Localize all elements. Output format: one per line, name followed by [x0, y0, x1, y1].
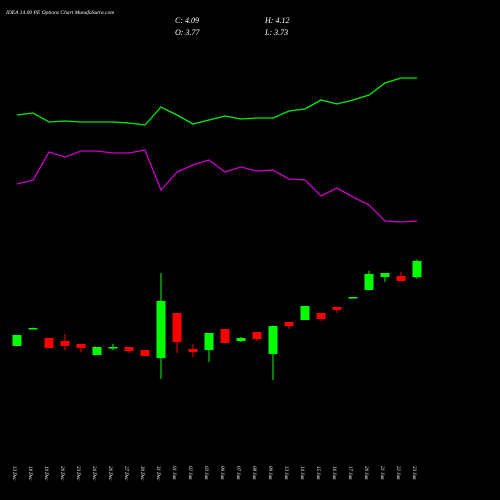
candle-body [252, 332, 262, 339]
low-label: L: 3.73 [264, 28, 288, 37]
chart-title: IDEA 14.00 PE Options Chart MunafaSutra.… [5, 9, 114, 16]
x-tick-label: 13 Jan [283, 466, 288, 480]
candle-body [364, 274, 374, 290]
x-tick-label: 26 Dec [107, 466, 112, 481]
candle-body [92, 347, 102, 355]
x-tick-label: 01 Jan [171, 466, 176, 480]
candle-body [76, 344, 86, 348]
overlay-line [16, 77, 417, 126]
x-tick-label: 31 Dec [155, 466, 160, 481]
candle-body [380, 273, 390, 277]
candle-body [300, 306, 310, 320]
overlay-line [16, 149, 418, 223]
x-tick-label: 16 Jan [331, 466, 336, 480]
x-tick-label: 24 Dec [91, 466, 96, 481]
candle-body [108, 347, 118, 349]
candle-body [204, 333, 214, 350]
candle-body [284, 322, 294, 326]
candle-body [188, 349, 198, 352]
x-tick-label: 06 Jan [219, 466, 224, 480]
x-tick-label: 21 Jan [379, 466, 384, 480]
candle-body [316, 313, 326, 319]
x-tick-label: 20 Dec [59, 466, 64, 481]
x-tick-label: 23 Dec [75, 466, 80, 481]
x-tick-label: 14 Jan [299, 466, 304, 480]
candle-body [236, 338, 246, 341]
candle-body [348, 297, 358, 299]
high-label: H: 4.12 [264, 16, 289, 25]
x-tick-label: 15 Jan [315, 466, 320, 480]
x-tick-label: 08 Jan [251, 466, 256, 480]
x-tick-label: 30 Dec [139, 466, 144, 481]
x-tick-label: 20 Jan [363, 466, 368, 480]
candle-body [124, 347, 134, 351]
x-tick-label: 19 Dec [43, 466, 48, 481]
candle-body [60, 341, 70, 346]
candle-body [12, 335, 22, 346]
x-tick-label: 17 Jan [347, 466, 352, 480]
x-tick-label: 13 Dec [11, 466, 16, 481]
candle-body [332, 307, 342, 310]
x-tick-label: 07 Jan [235, 466, 240, 480]
open-label: O: 3.77 [175, 28, 200, 37]
x-tick-label: 18 Dec [27, 466, 32, 481]
x-tick-label: 03 Jan [203, 466, 208, 480]
candle-body [396, 276, 406, 281]
candle-body [156, 301, 166, 358]
x-tick-label: 23 Jan [411, 466, 416, 480]
candle-body [28, 328, 38, 330]
close-label: C: 4.09 [175, 16, 199, 25]
candle-body [172, 313, 182, 342]
candle-body [140, 350, 150, 356]
candle-body [412, 261, 422, 277]
candle-body [220, 329, 230, 343]
candle-body [44, 338, 54, 348]
x-tick-label: 02 Jan [187, 466, 192, 480]
x-tick-label: 22 Jan [395, 466, 400, 480]
x-tick-label: 09 Jan [267, 466, 272, 480]
candle-body [268, 326, 278, 354]
x-tick-label: 27 Dec [123, 466, 128, 481]
